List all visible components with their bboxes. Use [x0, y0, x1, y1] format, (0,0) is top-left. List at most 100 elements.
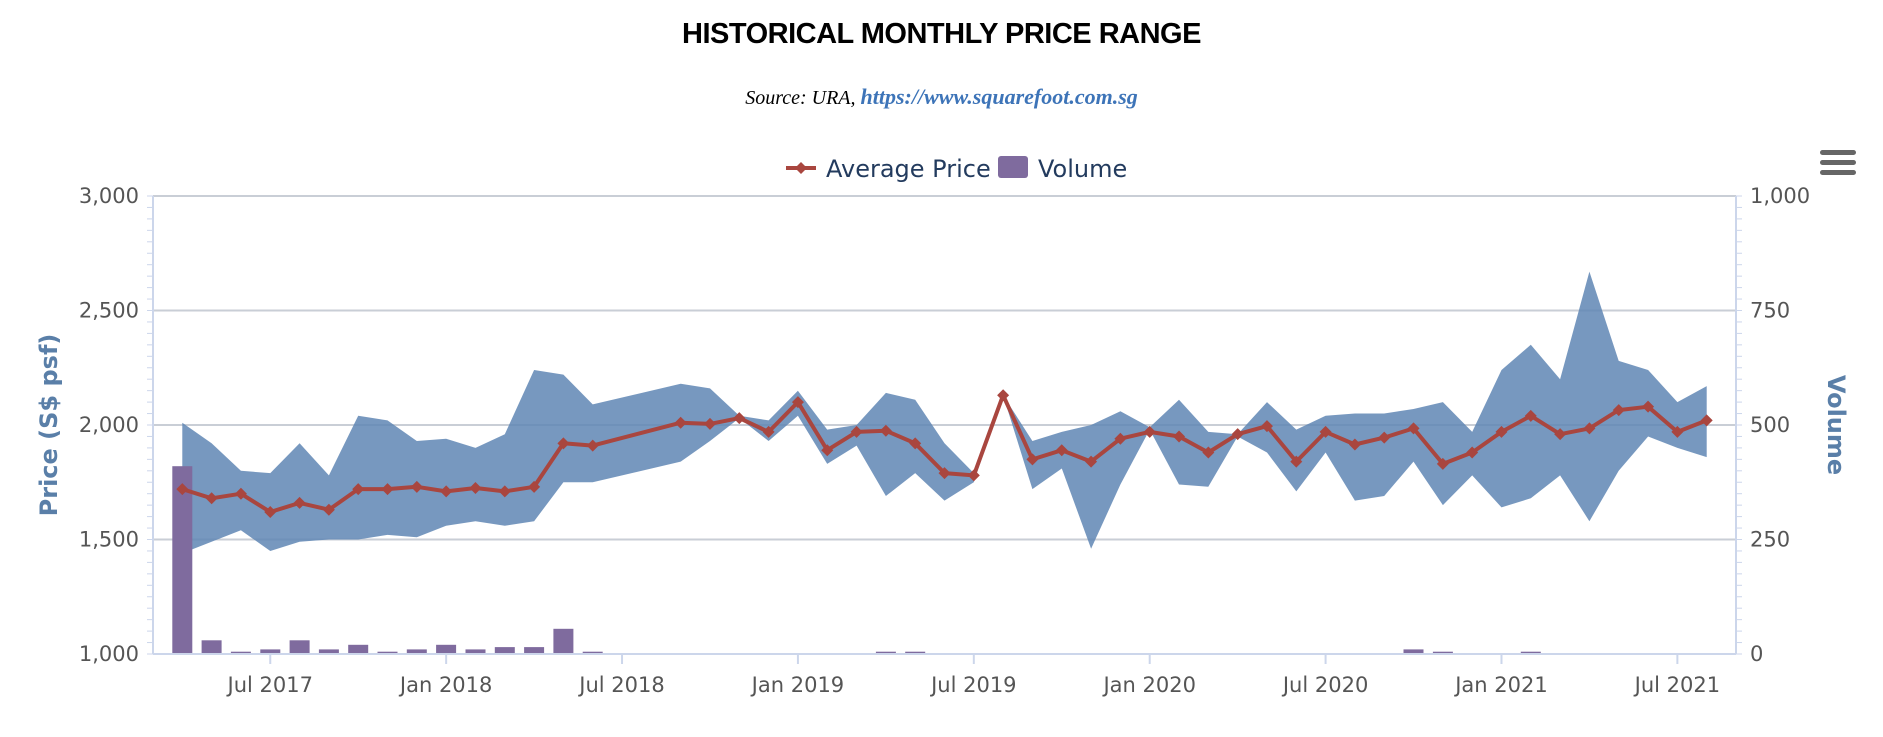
volume-bar [582, 651, 603, 654]
y-tick-label: 1,000 [79, 642, 139, 666]
source-link[interactable]: https://www.squarefoot.com.sg [860, 84, 1138, 109]
y2-tick-label: 750 [1750, 299, 1790, 323]
average-price-point [821, 444, 834, 457]
volume-bar [465, 649, 486, 654]
average-price-point [1143, 425, 1156, 438]
x-tick-label: Jul 2017 [226, 673, 313, 697]
menu-bar [1820, 160, 1856, 165]
x-tick-label: Jan 2020 [1101, 673, 1196, 697]
price-range-area [182, 271, 1707, 554]
average-price-point [1642, 400, 1655, 413]
average-price-point [498, 485, 511, 498]
volume-bars [172, 466, 1541, 654]
y2-axis-title: Volume [1822, 375, 1850, 475]
legend-diamond-marker [795, 162, 807, 174]
average-price-point [410, 480, 423, 493]
y2-tick-label: 1,000 [1750, 184, 1810, 208]
average-price-point [997, 389, 1010, 402]
volume-bar [875, 651, 896, 654]
average-price-point [1612, 404, 1625, 417]
y2-tick-label: 250 [1750, 528, 1790, 552]
volume-bar [406, 649, 427, 654]
average-price-point [938, 467, 951, 480]
x-tick-label: Jul 2021 [1633, 673, 1720, 697]
volume-bar [230, 651, 251, 654]
average-price-point [1319, 425, 1332, 438]
y-tick-label: 2,000 [79, 413, 139, 437]
volume-bar [348, 644, 369, 654]
average-price-point [1671, 425, 1684, 438]
volume-bar [436, 644, 457, 654]
average-price-point [557, 437, 570, 450]
average-price-point [1407, 422, 1420, 435]
average-price-point [469, 481, 482, 494]
volume-bar [318, 649, 339, 654]
average-price-point [1290, 455, 1303, 468]
average-price-point [586, 439, 599, 452]
average-price-point [674, 416, 687, 429]
price-range-band [182, 271, 1707, 554]
average-price-point [733, 412, 746, 425]
volume-bar [260, 649, 281, 654]
volume-bar [172, 466, 193, 654]
average-price-point [1202, 446, 1215, 459]
average-price-point [850, 425, 863, 438]
source-label: Source: URA, [745, 87, 856, 109]
x-tick-label: Jan 2021 [1453, 673, 1548, 697]
average-price-point [1114, 432, 1127, 445]
average-price-point [205, 492, 218, 505]
x-tick-label: Jul 2019 [929, 673, 1016, 697]
average-price-point [791, 396, 804, 409]
volume-bar [1520, 651, 1541, 654]
legend-label-volume: Volume [1038, 155, 1127, 183]
volume-bar [524, 647, 545, 654]
average-price-point [1583, 422, 1596, 435]
average-price-point [703, 417, 716, 430]
axes: 1,000 1,500 2,000 2,500 3,000 0 250 500 750 1,000… [79, 184, 1810, 697]
volume-bar [553, 628, 574, 654]
average-price-point [909, 437, 922, 450]
average-price-point [1436, 457, 1449, 470]
y2-tick-label: 500 [1750, 413, 1790, 437]
average-price-point [879, 424, 892, 437]
average-price-point [176, 483, 189, 496]
volume-bar [377, 651, 398, 654]
average-price-point [1260, 420, 1273, 433]
average-price-point [1466, 446, 1479, 459]
average-price-point [1348, 438, 1361, 451]
average-price-point [381, 483, 394, 496]
x-tick-label: Jan 2018 [398, 673, 493, 697]
average-price-point [1524, 409, 1537, 422]
y-tick-label: 1,500 [79, 528, 139, 552]
hamburger-menu-icon[interactable] [1820, 150, 1856, 180]
legend: Average Price Volume [786, 155, 1127, 183]
average-price-point [1378, 431, 1391, 444]
average-price-point [762, 425, 775, 438]
menu-bar [1820, 150, 1856, 155]
volume-bar [1432, 651, 1453, 654]
legend-label-average-price: Average Price [826, 155, 991, 183]
volume-bar [905, 651, 926, 654]
average-price-point [352, 483, 365, 496]
average-price-point [322, 503, 335, 516]
average-price-point [1173, 430, 1186, 443]
average-price-line [176, 389, 1713, 519]
volume-bar [1403, 649, 1424, 654]
average-price-point [1085, 455, 1098, 468]
chart-subtitle: Source: URA, https://www.squarefoot.com.… [0, 84, 1883, 110]
y-tick-label: 2,500 [79, 299, 139, 323]
volume-bar [289, 640, 310, 654]
average-price-point [967, 469, 980, 482]
average-price-point [234, 487, 247, 500]
x-tick-label: Jul 2020 [1281, 673, 1368, 697]
average-price-point [293, 496, 306, 509]
x-tick-label: Jul 2018 [577, 673, 664, 697]
chart-title: HISTORICAL MONTHLY PRICE RANGE [682, 18, 1201, 50]
y-axis-title: Price (S$ psf) [35, 334, 63, 517]
average-price-point [440, 485, 453, 498]
y2-tick-label: 0 [1750, 642, 1763, 666]
average-price-point [1495, 425, 1508, 438]
average-price-point [1055, 444, 1068, 457]
x-tick-label: Jan 2019 [750, 673, 845, 697]
